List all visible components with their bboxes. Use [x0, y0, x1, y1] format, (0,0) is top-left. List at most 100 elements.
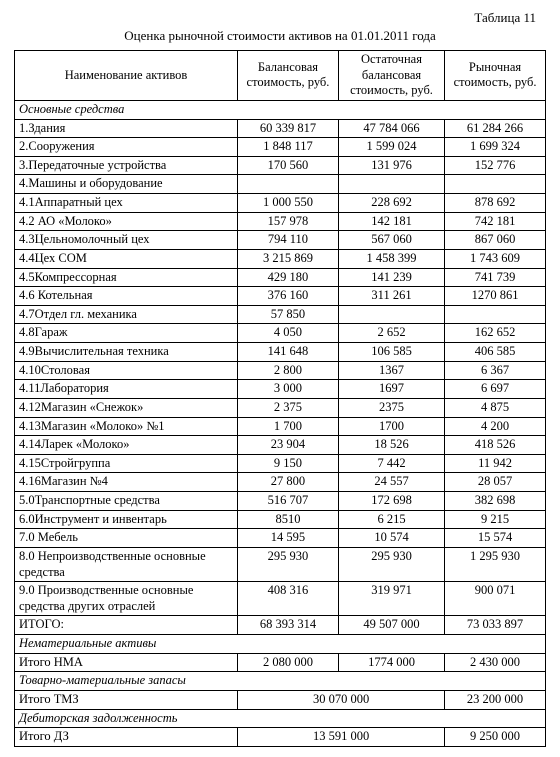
- col-header-balance: Балансовая стоимость, руб.: [238, 51, 339, 101]
- row-value: 14 595: [238, 529, 339, 548]
- row-name: 4.6 Котельная: [15, 287, 238, 306]
- row-name: 4.3Цельномолочный цех: [15, 231, 238, 250]
- table-label: Таблица 11: [14, 10, 536, 26]
- row-value: 1 458 399: [338, 249, 444, 268]
- row-value: 1700: [338, 417, 444, 436]
- row-value: 794 110: [238, 231, 339, 250]
- row-value: 162 652: [445, 324, 546, 343]
- table-row: 4.Машины и оборудование: [15, 175, 546, 194]
- row-value: 878 692: [445, 194, 546, 213]
- table-row: 4.13Магазин «Молоко» №11 70017004 200: [15, 417, 546, 436]
- row-value: 742 181: [445, 212, 546, 231]
- row-value: 6 697: [445, 380, 546, 399]
- row-value: 2375: [338, 398, 444, 417]
- row-name: 4.1Аппаратный цех: [15, 194, 238, 213]
- table-row: 4.5Компрессорная429 180141 239741 739: [15, 268, 546, 287]
- row-name: 4.14Ларек «Молоко»: [15, 436, 238, 455]
- row-value: 23 904: [238, 436, 339, 455]
- col-header-market: Рыночная стоимость, руб.: [445, 51, 546, 101]
- row-value: 152 776: [445, 156, 546, 175]
- row-name: 4.7Отдел гл. механика: [15, 305, 238, 324]
- row-value: 24 557: [338, 473, 444, 492]
- assets-table: Наименование активов Балансовая стоимост…: [14, 50, 546, 747]
- row-value: [445, 305, 546, 324]
- table-row: Итого ТМЗ30 070 00023 200 000: [15, 690, 546, 709]
- row-name: 9.0 Производственные основные средства д…: [15, 582, 238, 616]
- row-value: 141 648: [238, 343, 339, 362]
- row-value: 418 526: [445, 436, 546, 455]
- table-row: 4.6 Котельная376 160311 2611270 861: [15, 287, 546, 306]
- row-value: 382 698: [445, 492, 546, 511]
- row-value: 7 442: [338, 454, 444, 473]
- table-row: 4.1Аппаратный цех1 000 550228 692878 692: [15, 194, 546, 213]
- row-value: 1 699 324: [445, 138, 546, 157]
- row-value: 567 060: [338, 231, 444, 250]
- table-row: 4.9Вычислительная техника141 648106 5854…: [15, 343, 546, 362]
- table-row: 3.Передаточные устройства170 560131 9761…: [15, 156, 546, 175]
- row-value: 8510: [238, 510, 339, 529]
- section-label: Дебиторская задолженность: [15, 709, 546, 728]
- table-row: Итого НМА2 080 0001774 0002 430 000: [15, 653, 546, 672]
- row-value: 1367: [338, 361, 444, 380]
- row-value: 68 393 314: [238, 616, 339, 635]
- table-row: 4.14Ларек «Молоко»23 90418 526418 526: [15, 436, 546, 455]
- row-name: 4.11Лаборатория: [15, 380, 238, 399]
- table-row: 4.3Цельномолочный цех794 110567 060867 0…: [15, 231, 546, 250]
- table-row: 8.0 Непроизводственные основные средства…: [15, 547, 546, 581]
- row-value: 23 200 000: [445, 690, 546, 709]
- row-value: 319 971: [338, 582, 444, 616]
- row-value: [445, 175, 546, 194]
- row-value: 2 080 000: [238, 653, 339, 672]
- row-value: 57 850: [238, 305, 339, 324]
- row-value: 228 692: [338, 194, 444, 213]
- row-name: 4.Машины и оборудование: [15, 175, 238, 194]
- row-value: 429 180: [238, 268, 339, 287]
- table-row: 9.0 Производственные основные средства д…: [15, 582, 546, 616]
- table-row: Товарно-материальные запасы: [15, 672, 546, 691]
- row-value: 1 000 550: [238, 194, 339, 213]
- row-value: 311 261: [338, 287, 444, 306]
- row-value: 4 050: [238, 324, 339, 343]
- row-value: 6 215: [338, 510, 444, 529]
- row-name: 4.9Вычислительная техника: [15, 343, 238, 362]
- row-name: 5.0Транспортные средства: [15, 492, 238, 511]
- row-name: 4.5Компрессорная: [15, 268, 238, 287]
- row-value: 27 800: [238, 473, 339, 492]
- row-value: 3 215 869: [238, 249, 339, 268]
- row-name: 4.8Гараж: [15, 324, 238, 343]
- table-row: 4.11Лаборатория3 00016976 697: [15, 380, 546, 399]
- row-name: 4.12Магазин «Снежок»: [15, 398, 238, 417]
- table-row: 4.4Цех СОМ3 215 8691 458 3991 743 609: [15, 249, 546, 268]
- row-value: 376 160: [238, 287, 339, 306]
- row-name: 4.15Стройгруппа: [15, 454, 238, 473]
- row-value: 1 848 117: [238, 138, 339, 157]
- row-name: 4.2 АО «Молоко»: [15, 212, 238, 231]
- col-header-residual: Остаточная балансовая стоимость, руб.: [338, 51, 444, 101]
- table-row: 4.2 АО «Молоко»157 978142 181742 181: [15, 212, 546, 231]
- row-value: 47 784 066: [338, 119, 444, 138]
- row-value: 4 200: [445, 417, 546, 436]
- row-value: 61 284 266: [445, 119, 546, 138]
- row-name: 6.0Инструмент и инвентарь: [15, 510, 238, 529]
- row-value: 9 215: [445, 510, 546, 529]
- table-row: 4.7Отдел гл. механика57 850: [15, 305, 546, 324]
- row-value: 408 316: [238, 582, 339, 616]
- table-row: 4.16Магазин №427 80024 55728 057: [15, 473, 546, 492]
- row-value: 516 707: [238, 492, 339, 511]
- row-value: 2 375: [238, 398, 339, 417]
- row-value: 157 978: [238, 212, 339, 231]
- row-value: 2 652: [338, 324, 444, 343]
- row-value: 11 942: [445, 454, 546, 473]
- row-value: 295 930: [338, 547, 444, 581]
- table-row: 1.Здания60 339 81747 784 06661 284 266: [15, 119, 546, 138]
- row-value: 170 560: [238, 156, 339, 175]
- row-value: 1270 861: [445, 287, 546, 306]
- row-value: [338, 175, 444, 194]
- table-row: Нематериальные активы: [15, 635, 546, 654]
- page-title: Оценка рыночной стоимости активов на 01.…: [14, 28, 546, 44]
- row-name: 8.0 Непроизводственные основные средства: [15, 547, 238, 581]
- table-row: Основные средства: [15, 100, 546, 119]
- row-value: 295 930: [238, 547, 339, 581]
- row-value: 406 585: [445, 343, 546, 362]
- table-row: 5.0Транспортные средства516 707172 69838…: [15, 492, 546, 511]
